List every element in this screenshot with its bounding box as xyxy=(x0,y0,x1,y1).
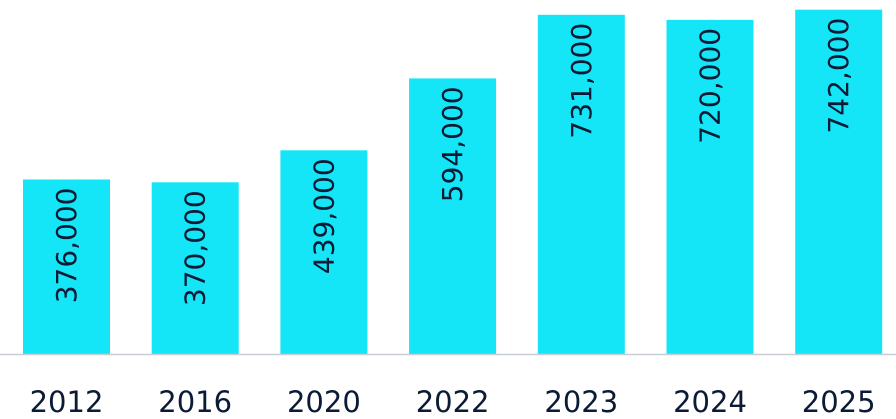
x-tick-label-2025: 2025 xyxy=(802,385,876,419)
x-tick-labels: 2012 2016 2020 2022 2023 2024 2025 xyxy=(30,385,876,419)
bars-layer: 376,000 370,000 439,000 594,000 731,000 720,0… xyxy=(23,10,882,354)
x-tick-label-2023: 2023 xyxy=(544,385,618,419)
x-tick-label-2022: 2022 xyxy=(416,385,490,419)
data-label-2025: 742,000 xyxy=(822,18,855,134)
data-label-2020: 439,000 xyxy=(307,158,340,274)
data-label-2023: 731,000 xyxy=(565,23,598,139)
data-label-2024: 720,000 xyxy=(694,28,727,144)
data-label-2016: 370,000 xyxy=(179,190,212,306)
x-tick-label-2012: 2012 xyxy=(30,385,104,419)
data-label-2012: 376,000 xyxy=(50,188,83,304)
data-label-2022: 594,000 xyxy=(436,86,469,202)
x-tick-label-2016: 2016 xyxy=(158,385,232,419)
x-tick-label-2024: 2024 xyxy=(673,385,747,419)
x-tick-label-2020: 2020 xyxy=(287,385,361,419)
